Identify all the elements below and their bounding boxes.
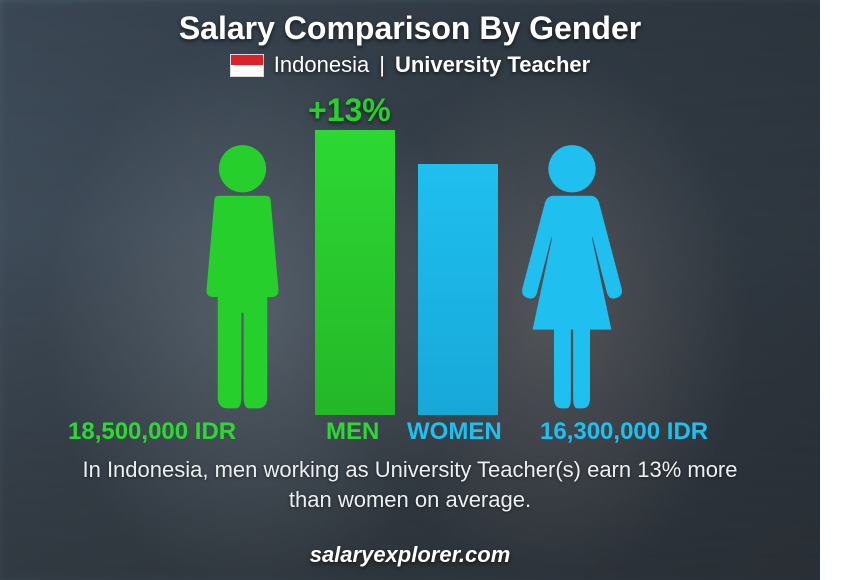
percent-difference-badge: +13% (308, 92, 391, 129)
indonesia-flag-icon (230, 54, 264, 77)
men-salary-bar (315, 130, 395, 415)
female-person-icon (512, 144, 632, 414)
flag-bottom-stripe (231, 65, 263, 76)
labels-row: 18,500,000 IDR MEN WOMEN 16,300,000 IDR (0, 418, 820, 448)
gender-salary-chart (0, 130, 820, 415)
male-person-icon (185, 144, 300, 414)
women-salary-value: 16,300,000 IDR (540, 418, 708, 446)
country-label: Indonesia (274, 52, 369, 78)
infographic-content: Salary Comparison By Gender Indonesia | … (0, 0, 850, 580)
source-footer: salaryexplorer.com (0, 542, 820, 568)
men-salary-value: 18,500,000 IDR (68, 418, 236, 446)
subtitle-row: Indonesia | University Teacher (0, 52, 820, 78)
women-salary-bar (418, 164, 498, 415)
men-label: MEN (326, 418, 379, 446)
side-label-panel: Average Monthly Salary (820, 0, 850, 580)
separator: | (379, 52, 385, 78)
summary-description: In Indonesia, men working as University … (60, 455, 760, 514)
page-title: Salary Comparison By Gender (0, 10, 820, 47)
flag-top-stripe (231, 55, 263, 66)
women-label: WOMEN (407, 418, 502, 446)
job-title: University Teacher (395, 52, 590, 78)
